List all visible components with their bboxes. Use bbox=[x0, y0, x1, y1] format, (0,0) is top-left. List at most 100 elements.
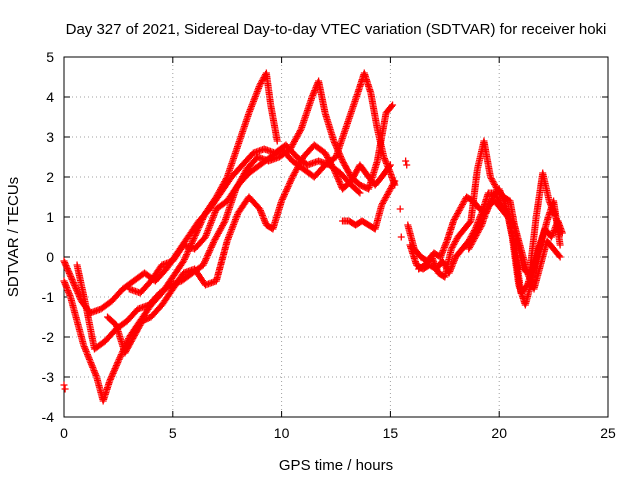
plus-marker bbox=[403, 161, 411, 169]
plus-marker bbox=[451, 238, 459, 245]
plus-marker bbox=[191, 231, 199, 239]
plus-marker bbox=[88, 362, 96, 370]
plus-marker bbox=[385, 166, 393, 174]
plus-marker bbox=[439, 257, 447, 265]
plus-marker bbox=[383, 191, 391, 198]
plus-marker bbox=[458, 201, 466, 208]
plus-marker bbox=[308, 93, 316, 101]
plus-marker bbox=[288, 175, 296, 183]
plus-marker bbox=[91, 368, 99, 376]
plus-marker bbox=[454, 210, 462, 217]
plus-marker bbox=[257, 78, 265, 86]
plus-marker bbox=[385, 188, 393, 195]
plus-marker bbox=[285, 181, 293, 189]
x-tick-label: 25 bbox=[600, 425, 616, 441]
plus-marker bbox=[487, 175, 495, 182]
plus-marker bbox=[389, 101, 397, 109]
plus-marker bbox=[472, 232, 480, 239]
plus-marker bbox=[438, 250, 446, 258]
plus-marker bbox=[389, 180, 397, 188]
series-track-j bbox=[465, 197, 564, 293]
plus-marker bbox=[256, 205, 264, 213]
plus-marker bbox=[219, 220, 227, 228]
plus-marker bbox=[384, 189, 392, 197]
plus-marker bbox=[402, 157, 410, 165]
plus-marker bbox=[82, 346, 90, 354]
plus-marker bbox=[280, 192, 288, 200]
plus-marker bbox=[67, 274, 75, 282]
y-tick-label: 5 bbox=[46, 49, 54, 65]
plus-marker bbox=[258, 210, 266, 218]
plus-marker bbox=[204, 251, 212, 259]
series-track-e bbox=[125, 69, 399, 297]
plus-marker bbox=[466, 242, 474, 250]
plus-marker bbox=[330, 167, 338, 175]
plus-marker bbox=[113, 360, 121, 368]
plus-marker bbox=[387, 183, 395, 191]
plus-marker bbox=[329, 164, 337, 172]
plus-marker bbox=[71, 282, 79, 290]
plus-marker bbox=[60, 381, 68, 389]
plus-marker bbox=[66, 271, 74, 279]
plus-marker bbox=[311, 87, 319, 95]
series-isolated bbox=[60, 157, 411, 393]
plus-marker bbox=[63, 263, 71, 271]
series-track-f bbox=[339, 177, 399, 233]
plus-marker bbox=[65, 290, 73, 298]
plus-marker bbox=[477, 223, 485, 230]
plus-marker bbox=[468, 239, 476, 247]
plus-marker bbox=[490, 179, 498, 187]
plus-marker bbox=[182, 252, 190, 260]
plus-marker bbox=[66, 291, 74, 299]
plus-marker bbox=[556, 241, 564, 249]
plus-marker bbox=[525, 272, 533, 280]
plus-marker bbox=[207, 245, 215, 253]
plus-marker bbox=[438, 248, 446, 256]
plus-marker bbox=[475, 226, 483, 233]
plus-marker bbox=[386, 167, 394, 175]
plus-marker bbox=[283, 186, 291, 194]
plus-marker bbox=[278, 195, 286, 203]
plus-marker bbox=[489, 178, 497, 185]
plus-marker bbox=[524, 271, 532, 279]
plus-marker bbox=[383, 192, 391, 200]
plus-marker bbox=[473, 222, 481, 230]
plus-marker bbox=[64, 266, 72, 274]
plus-marker bbox=[525, 274, 533, 282]
plus-marker bbox=[390, 179, 398, 186]
plus-marker bbox=[378, 201, 386, 209]
plus-marker bbox=[295, 130, 303, 138]
plus-marker bbox=[310, 88, 318, 96]
plus-marker bbox=[284, 183, 292, 191]
axis-ticks bbox=[63, 56, 609, 418]
plus-marker bbox=[209, 240, 217, 248]
plus-marker bbox=[382, 159, 390, 167]
plus-marker bbox=[455, 207, 463, 214]
grid-lines bbox=[64, 57, 608, 417]
plus-marker bbox=[273, 137, 281, 145]
plus-marker bbox=[219, 222, 227, 230]
plus-marker bbox=[212, 234, 220, 242]
plus-marker bbox=[387, 185, 395, 192]
plus-marker bbox=[213, 232, 221, 240]
plus-marker bbox=[449, 242, 457, 250]
plus-marker bbox=[213, 231, 221, 239]
plus-marker bbox=[456, 205, 464, 213]
x-axis-label: GPS time / hours bbox=[279, 457, 393, 474]
plus-marker bbox=[293, 133, 301, 141]
plus-marker bbox=[204, 250, 212, 258]
plus-marker bbox=[109, 369, 117, 377]
plus-marker bbox=[278, 197, 286, 205]
plus-marker bbox=[555, 252, 563, 260]
y-tick-label: 2 bbox=[46, 169, 54, 185]
x-tick-label: 10 bbox=[274, 425, 290, 441]
plus-marker bbox=[450, 256, 458, 264]
plus-marker bbox=[476, 224, 484, 232]
plus-marker bbox=[442, 239, 450, 247]
plus-marker bbox=[379, 198, 387, 206]
chart-title: Day 327 of 2021, Sidereal Day-to-day VTE… bbox=[66, 21, 607, 38]
plus-marker bbox=[556, 253, 564, 261]
plus-marker bbox=[451, 239, 459, 247]
plus-marker bbox=[545, 197, 553, 205]
plus-marker bbox=[509, 220, 517, 228]
